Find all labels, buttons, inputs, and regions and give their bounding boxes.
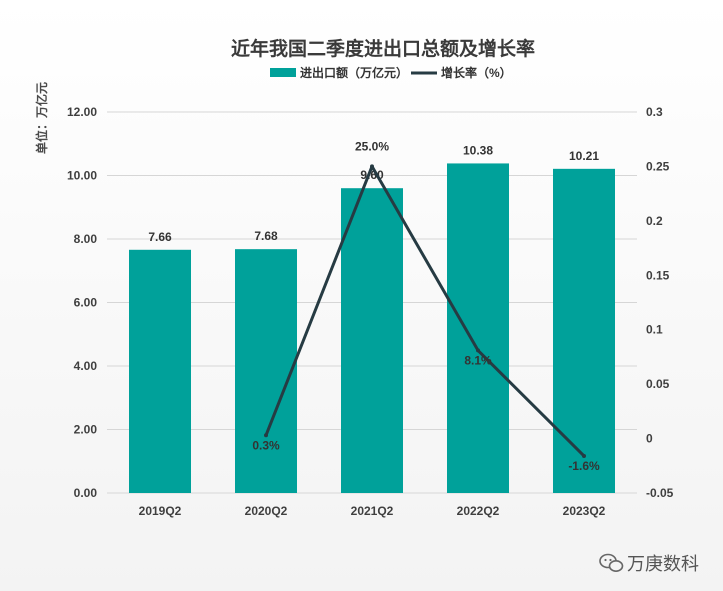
bar (553, 168, 615, 493)
right-axis-tick-label: 0.1 (646, 323, 663, 337)
bar-value-label: 10.38 (463, 143, 493, 157)
left-axis-tick-label: 4.00 (74, 359, 98, 373)
watermark-text: 万庚数科 (627, 554, 699, 575)
right-axis-tick-label: -0.05 (646, 486, 674, 500)
legend-label-line: 增长率（%） (441, 65, 512, 80)
growth-rate-point (476, 348, 480, 353)
growth-rate-label: 8.1% (464, 353, 492, 367)
left-axis-tick-label: 10.00 (67, 169, 97, 183)
right-axis-tick-label: 0 (646, 432, 653, 446)
bar (341, 188, 403, 493)
left-axis-tick-label: 12.00 (67, 105, 97, 119)
legend-label-bars: 进出口额（万亿元） (300, 65, 408, 80)
right-axis-ticks: -0.05 0 0.05 0.1 0.15 0.2 0.25 0.3 (646, 105, 674, 500)
left-axis-tick-label: 6.00 (74, 296, 98, 310)
chart-title: 近年我国二季度进出口总额及增长率 (231, 37, 535, 60)
growth-rate-point (582, 453, 586, 458)
growth-rate-label: 0.3% (252, 438, 280, 452)
bar-value-label: 7.66 (148, 230, 172, 244)
right-axis-tick-label: 0.15 (646, 268, 670, 282)
watermark: 万庚数科 (599, 553, 699, 575)
bars (129, 163, 615, 493)
left-axis-ticks: 0.00 2.00 4.00 6.00 8.00 10.00 12.00 (67, 105, 97, 500)
bar-value-label: 7.68 (254, 229, 278, 243)
left-axis-tick-label: 0.00 (74, 486, 98, 500)
growth-rate-label: -1.6% (568, 459, 600, 473)
bar (235, 249, 297, 493)
bar (129, 249, 191, 493)
bar (447, 163, 509, 493)
x-axis-tick-label: 2023Q2 (563, 504, 606, 518)
growth-rate-label: 25.0% (355, 139, 389, 153)
growth-rate-line (264, 164, 586, 458)
x-axis-tick-label: 2022Q2 (457, 504, 500, 518)
legend-swatch-bars (270, 68, 296, 77)
bar-value-label: 10.21 (569, 149, 599, 163)
growth-rate-point (370, 164, 374, 169)
right-axis-tick-label: 0.25 (646, 159, 670, 173)
y-axis-unit-label: 单位：万亿元 (34, 82, 49, 154)
x-axis-tick-label: 2020Q2 (245, 504, 288, 518)
x-axis-tick-label: 2021Q2 (351, 504, 394, 518)
growth-rate-polyline (264, 164, 586, 458)
growth-rate-labels: 0.3% 25.0% 8.1% -1.6% (252, 139, 600, 473)
left-axis-tick-label: 2.00 (74, 423, 98, 437)
legend: 进出口额（万亿元） 增长率（%） (270, 65, 512, 80)
x-axis-ticks: 2019Q2 2020Q2 2021Q2 2022Q2 2023Q2 (139, 504, 606, 518)
right-axis-tick-label: 0.05 (646, 377, 670, 391)
right-axis-tick-label: 0.3 (646, 105, 663, 119)
wechat-icon (599, 553, 624, 572)
right-axis-tick-label: 0.2 (646, 214, 663, 228)
x-axis-tick-label: 2019Q2 (139, 504, 182, 518)
left-axis-tick-label: 8.00 (74, 232, 98, 246)
growth-rate-point (264, 433, 268, 438)
